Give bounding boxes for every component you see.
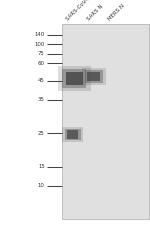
- Text: SARS N: SARS N: [86, 3, 105, 21]
- Text: 100: 100: [34, 41, 45, 47]
- Text: 75: 75: [38, 51, 45, 56]
- Text: 60: 60: [38, 60, 45, 66]
- Bar: [82, 68, 106, 85]
- Bar: [62, 24, 148, 219]
- Bar: [65, 129, 81, 140]
- Text: 35: 35: [38, 97, 45, 103]
- Bar: [58, 66, 91, 91]
- Text: 15: 15: [38, 164, 45, 169]
- Text: 140: 140: [34, 32, 45, 37]
- Bar: [66, 72, 83, 85]
- Text: SARS-CoV-2 N: SARS-CoV-2 N: [65, 0, 95, 21]
- Bar: [85, 70, 103, 83]
- Text: 10: 10: [38, 183, 45, 188]
- Bar: [62, 69, 86, 88]
- Text: 45: 45: [38, 78, 45, 84]
- Bar: [67, 130, 78, 139]
- Bar: [87, 72, 100, 81]
- Text: MERS N: MERS N: [107, 3, 126, 21]
- Bar: [62, 127, 83, 142]
- Text: 25: 25: [38, 131, 45, 136]
